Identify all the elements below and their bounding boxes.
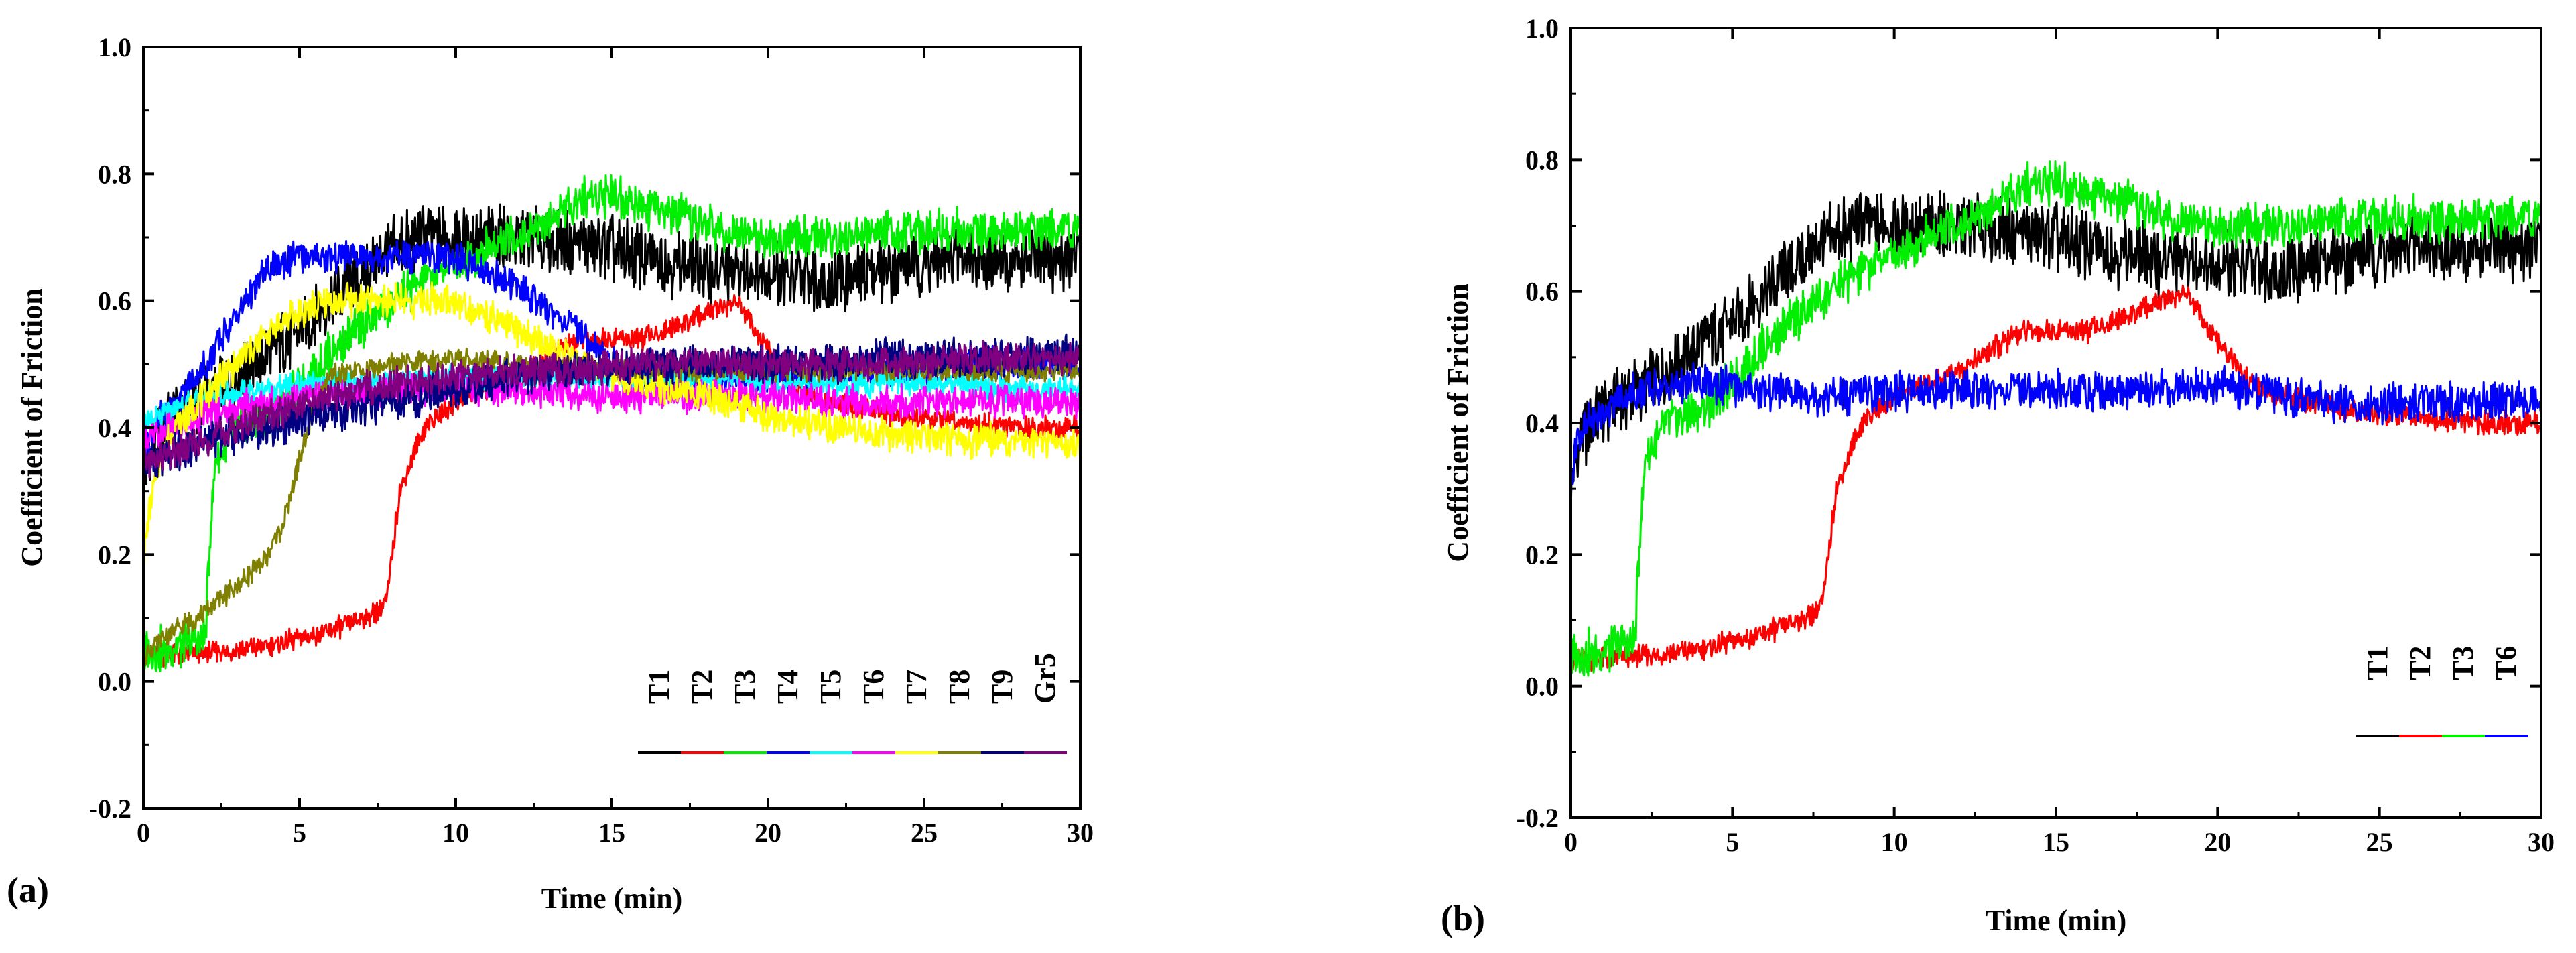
y-tick-label: 0.0 (98, 667, 131, 697)
legend-label-t1: T1 (643, 670, 675, 704)
series-line-t1 (143, 203, 1080, 517)
series-line-t1 (1571, 190, 2541, 516)
series-line-gr5 (143, 340, 1080, 479)
panel-label: (b) (1441, 898, 1485, 938)
series-line-t6 (1571, 362, 2541, 497)
legend-label-t8: T8 (943, 670, 976, 704)
series-line-t3 (143, 174, 1080, 673)
legend-label-t2: T2 (2404, 646, 2437, 680)
x-tick-label: 5 (1726, 827, 1739, 857)
y-tick-label: -0.2 (89, 793, 131, 824)
y-tick-label: 1.0 (1525, 13, 1559, 44)
y-tick-label: -0.2 (1517, 803, 1559, 833)
legend-label-t7: T7 (900, 670, 933, 704)
y-tick-label: 0.4 (1525, 408, 1559, 438)
panel-a: 0 5 10 15 20 25 30 -0.2 0.0 0.2 0.4 0.6 0.8 1.0 Time (… (7, 32, 1094, 915)
plot-frame (1569, 27, 2542, 819)
series-group (143, 174, 1080, 673)
x-tick-label: 25 (911, 818, 938, 848)
legend: T1 T2 T3 T6 (2356, 646, 2528, 737)
x-tick-label: 20 (755, 818, 781, 848)
y-tick-label: 0.6 (1525, 277, 1559, 307)
legend: T1 T2 T3 T4 T5 T6 T7 T8 T9 Gr5 (638, 653, 1067, 754)
y-tick-label: 0.8 (98, 159, 131, 189)
y-axis-label: Coefficient of Friction (15, 288, 48, 566)
x-tick-label: 15 (2043, 827, 2069, 857)
y-tick-label: 0.2 (1525, 539, 1559, 570)
x-tick-label: 30 (2528, 827, 2555, 857)
y-tick-label: 0.0 (1525, 672, 1559, 702)
x-tick-label: 10 (442, 818, 469, 848)
x-axis-label: Time (min) (1986, 904, 2127, 937)
y-axis-label: Coefficient of Friction (1441, 283, 1474, 562)
y-tick-label: 0.8 (1525, 145, 1559, 175)
x-tick-label: 0 (1564, 827, 1577, 857)
x-tick-label: 15 (598, 818, 625, 848)
legend-label-gr5: Gr5 (1029, 653, 1061, 704)
x-axis-label: Time (min) (541, 882, 683, 915)
legend-label-t1: T1 (2361, 646, 2394, 680)
legend-label-t2: T2 (686, 670, 718, 704)
x-tick-label: 0 (137, 818, 150, 848)
x-tick-label: 5 (293, 818, 306, 848)
legend-label-t3: T3 (728, 670, 761, 704)
legend-label-t4: T4 (771, 670, 804, 704)
series-group (1571, 160, 2541, 677)
series-line-t2 (143, 294, 1080, 672)
y-tick-label: 1.0 (98, 32, 131, 62)
x-tick-label: 20 (2204, 827, 2231, 857)
legend-label-t9: T9 (986, 670, 1019, 704)
y-tick-label: 0.2 (98, 539, 131, 570)
y-tick-label: 0.6 (98, 286, 131, 316)
y-tick-label: 0.4 (98, 413, 131, 443)
legend-label-t6: T6 (2490, 646, 2522, 680)
legend-label-t6: T6 (857, 670, 890, 704)
x-tick-label: 25 (2366, 827, 2393, 857)
panel-label: (a) (7, 870, 49, 910)
legend-label-t3: T3 (2447, 646, 2480, 680)
series-line-t7 (143, 281, 1080, 568)
x-tick-label: 30 (1067, 818, 1094, 848)
x-tick-label: 10 (1881, 827, 1908, 857)
panel-b: 0 5 10 15 20 25 30 -0.2 0.0 0.2 0.4 0.6 0.8 1.0 Time (… (1441, 13, 2555, 938)
legend-label-t5: T5 (814, 670, 847, 704)
